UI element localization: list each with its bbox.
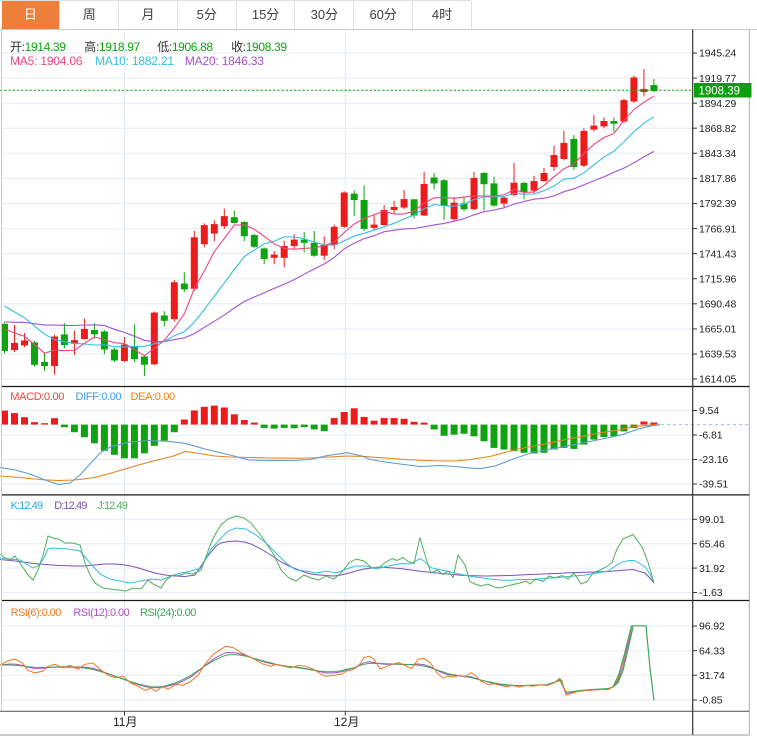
svg-text:64.33: 64.33 bbox=[699, 645, 725, 657]
svg-text:65.46: 65.46 bbox=[699, 538, 725, 550]
svg-text:1894.29: 1894.29 bbox=[699, 98, 737, 110]
svg-text:1665.01: 1665.01 bbox=[699, 324, 737, 336]
svg-text:-39.51: -39.51 bbox=[699, 479, 728, 491]
svg-text:12月: 12月 bbox=[334, 715, 359, 729]
svg-text:1919.77: 1919.77 bbox=[699, 73, 737, 85]
svg-text:-0.85: -0.85 bbox=[699, 695, 723, 707]
svg-text:1614.05: 1614.05 bbox=[699, 374, 737, 386]
svg-text:1715.96: 1715.96 bbox=[699, 273, 737, 285]
svg-text:-1.63: -1.63 bbox=[699, 587, 723, 599]
svg-text:1817.86: 1817.86 bbox=[699, 173, 737, 185]
svg-text:9.54: 9.54 bbox=[699, 405, 719, 417]
svg-text:1908.39: 1908.39 bbox=[699, 85, 741, 97]
svg-text:1639.53: 1639.53 bbox=[699, 349, 737, 361]
svg-text:11月: 11月 bbox=[113, 715, 137, 729]
svg-text:96.92: 96.92 bbox=[699, 621, 725, 633]
svg-text:1843.34: 1843.34 bbox=[699, 148, 737, 160]
svg-text:-6.81: -6.81 bbox=[699, 430, 723, 442]
svg-text:1792.39: 1792.39 bbox=[699, 198, 737, 210]
svg-text:1945.24: 1945.24 bbox=[699, 48, 737, 60]
svg-text:-23.16: -23.16 bbox=[699, 454, 728, 466]
svg-text:1766.91: 1766.91 bbox=[699, 223, 737, 235]
svg-text:1868.82: 1868.82 bbox=[699, 123, 737, 135]
svg-text:1741.43: 1741.43 bbox=[699, 248, 737, 260]
svg-text:31.74: 31.74 bbox=[699, 670, 725, 682]
svg-text:31.92: 31.92 bbox=[699, 563, 725, 575]
svg-text:99.01: 99.01 bbox=[699, 514, 725, 526]
svg-text:1690.48: 1690.48 bbox=[699, 299, 737, 311]
